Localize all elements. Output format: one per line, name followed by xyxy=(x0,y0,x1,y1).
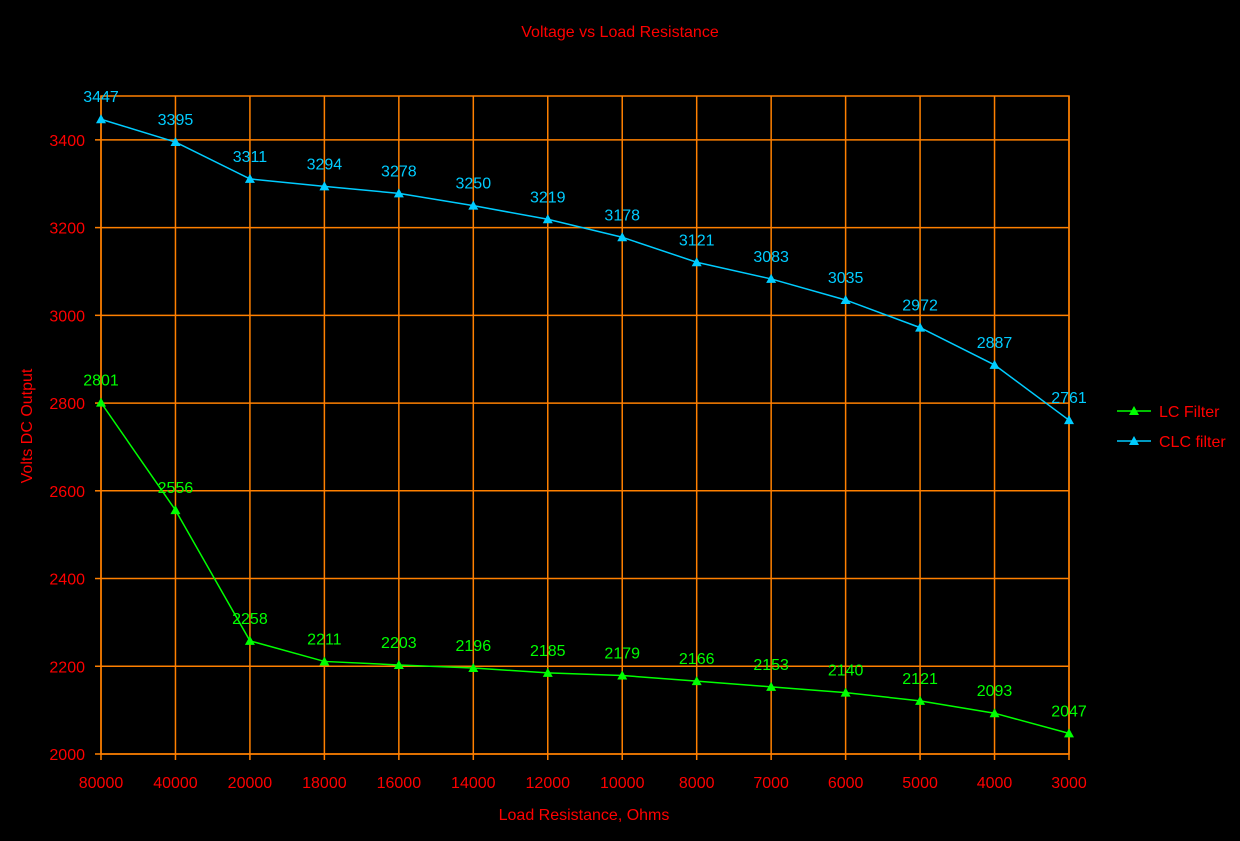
data-point-clc-filter-4000[interactable] xyxy=(989,359,1000,369)
y-axis-title: Volts DC Output xyxy=(19,368,36,483)
data-point-lc-filter-3000[interactable] xyxy=(1064,728,1074,738)
data-label-lc-filter-10000: 2179 xyxy=(604,645,640,662)
data-point-lc-filter-7000[interactable] xyxy=(766,681,777,691)
series-line-lc-filter xyxy=(100,402,1070,735)
data-point-lc-filter-20000[interactable] xyxy=(244,635,255,645)
data-label-clc-filter-18000: 3294 xyxy=(307,156,343,173)
data-label-clc-filter-80000: 3447 xyxy=(83,89,119,106)
data-label-clc-filter-20000: 3311 xyxy=(233,149,268,166)
data-point-clc-filter-3000[interactable] xyxy=(1064,415,1074,425)
data-point-lc-filter-4000[interactable] xyxy=(989,708,1000,718)
data-label-lc-filter-40000: 2556 xyxy=(158,480,194,497)
data-point-lc-filter-40000[interactable] xyxy=(170,505,181,515)
y-tick-label-2600: 2600 xyxy=(49,484,85,501)
data-point-clc-filter-14000[interactable] xyxy=(468,200,479,210)
x-tick-label-40000: 40000 xyxy=(153,775,198,792)
data-label-clc-filter-12000: 3219 xyxy=(530,189,566,206)
x-tick-label-80000: 80000 xyxy=(79,775,124,792)
legend-item-clc-filter[interactable]: CLC filter xyxy=(1117,434,1226,451)
data-label-lc-filter-3000: 2047 xyxy=(1051,703,1087,720)
x-tick-label-14000: 14000 xyxy=(451,775,496,792)
legend-label-clc-filter: CLC filter xyxy=(1159,434,1226,451)
data-label-lc-filter-8000: 2166 xyxy=(679,651,715,668)
data-label-clc-filter-7000: 3083 xyxy=(753,249,789,266)
x-tick-label-20000: 20000 xyxy=(228,775,273,792)
data-label-clc-filter-40000: 3395 xyxy=(158,112,194,129)
x-tick-label-16000: 16000 xyxy=(377,775,422,792)
data-point-clc-filter-18000[interactable] xyxy=(319,181,330,191)
legend-item-lc-filter[interactable]: LC Filter xyxy=(1117,404,1220,421)
legend-label-lc-filter: LC Filter xyxy=(1159,404,1220,421)
data-label-clc-filter-8000: 3121 xyxy=(679,232,715,249)
data-label-lc-filter-5000: 2121 xyxy=(902,671,938,688)
x-tick-label-3000: 3000 xyxy=(1051,775,1087,792)
y-tick-label-2800: 2800 xyxy=(49,396,85,413)
data-point-clc-filter-8000[interactable] xyxy=(691,257,702,267)
data-point-clc-filter-12000[interactable] xyxy=(542,214,553,224)
data-label-clc-filter-4000: 2887 xyxy=(977,335,1013,352)
data-label-lc-filter-20000: 2258 xyxy=(232,611,268,628)
data-point-clc-filter-5000[interactable] xyxy=(915,322,926,332)
data-label-clc-filter-10000: 3178 xyxy=(604,207,640,224)
data-point-lc-filter-18000[interactable] xyxy=(319,656,330,666)
data-label-lc-filter-80000: 2801 xyxy=(83,373,119,390)
data-label-lc-filter-18000: 2211 xyxy=(307,631,342,648)
x-tick-label-4000: 4000 xyxy=(977,775,1013,792)
labels-group: 2801 2556 2258 2211 2203 2196 2185 2179 2166 2153… xyxy=(83,89,1087,720)
legend: LC Filter CLC filter xyxy=(1117,404,1226,451)
data-label-lc-filter-7000: 2153 xyxy=(753,657,789,674)
x-tick-label-8000: 8000 xyxy=(679,775,715,792)
y-tick-label-2400: 2400 xyxy=(49,572,85,589)
data-point-clc-filter-10000[interactable] xyxy=(617,232,628,242)
data-point-clc-filter-20000[interactable] xyxy=(244,173,255,183)
series-group xyxy=(96,114,1074,738)
data-point-lc-filter-6000[interactable] xyxy=(840,687,851,697)
data-point-lc-filter-80000[interactable] xyxy=(96,397,106,407)
data-point-lc-filter-12000[interactable] xyxy=(542,667,553,677)
data-label-clc-filter-14000: 3250 xyxy=(456,176,492,193)
legend-marker-lc-filter xyxy=(1129,406,1139,415)
y-tick-label-2200: 2200 xyxy=(49,659,85,676)
data-point-lc-filter-8000[interactable] xyxy=(691,676,702,686)
y-tick-label-3200: 3200 xyxy=(49,221,85,238)
data-point-lc-filter-16000[interactable] xyxy=(393,659,404,669)
chart-title: Voltage vs Load Resistance xyxy=(521,24,719,41)
data-label-clc-filter-16000: 3278 xyxy=(381,163,417,180)
x-tick-label-5000: 5000 xyxy=(902,775,938,792)
data-point-clc-filter-6000[interactable] xyxy=(840,294,851,304)
data-point-lc-filter-14000[interactable] xyxy=(468,663,479,673)
data-point-lc-filter-5000[interactable] xyxy=(915,695,926,705)
x-tick-label-12000: 12000 xyxy=(526,775,571,792)
data-label-clc-filter-3000: 2761 xyxy=(1051,390,1087,407)
data-label-lc-filter-16000: 2203 xyxy=(381,635,417,652)
x-tick-label-7000: 7000 xyxy=(753,775,789,792)
x-tick-label-6000: 6000 xyxy=(828,775,864,792)
data-label-lc-filter-12000: 2185 xyxy=(530,643,566,660)
data-point-clc-filter-40000[interactable] xyxy=(170,137,181,147)
legend-marker-clc-filter xyxy=(1129,436,1139,445)
y-tick-label-3000: 3000 xyxy=(49,308,85,325)
y-tick-label-2000: 2000 xyxy=(49,747,85,764)
x-axis-title: Load Resistance, Ohms xyxy=(499,807,670,824)
series-line-clc-filter xyxy=(100,118,1070,421)
data-label-clc-filter-5000: 2972 xyxy=(902,298,938,315)
x-tick-label-18000: 18000 xyxy=(302,775,347,792)
data-point-lc-filter-10000[interactable] xyxy=(617,670,628,680)
data-point-clc-filter-7000[interactable] xyxy=(766,273,777,283)
data-point-clc-filter-16000[interactable] xyxy=(393,188,404,198)
data-label-lc-filter-4000: 2093 xyxy=(977,683,1013,700)
data-point-clc-filter-80000[interactable] xyxy=(96,114,106,124)
data-label-clc-filter-6000: 3035 xyxy=(828,270,864,287)
data-label-lc-filter-6000: 2140 xyxy=(828,663,864,680)
x-tick-label-10000: 10000 xyxy=(600,775,645,792)
data-label-lc-filter-14000: 2196 xyxy=(456,638,492,655)
y-tick-label-3400: 3400 xyxy=(49,133,85,150)
